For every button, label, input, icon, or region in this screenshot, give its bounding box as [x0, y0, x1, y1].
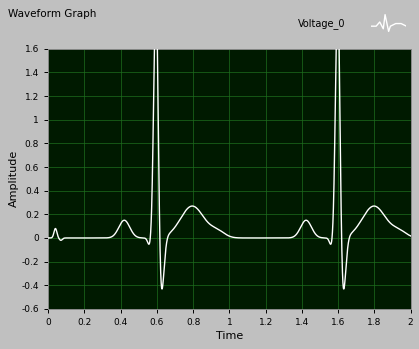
Text: Waveform Graph: Waveform Graph: [8, 9, 97, 19]
X-axis label: Time: Time: [216, 331, 243, 341]
Y-axis label: Amplitude: Amplitude: [9, 150, 19, 208]
Text: Voltage_0: Voltage_0: [298, 18, 346, 29]
